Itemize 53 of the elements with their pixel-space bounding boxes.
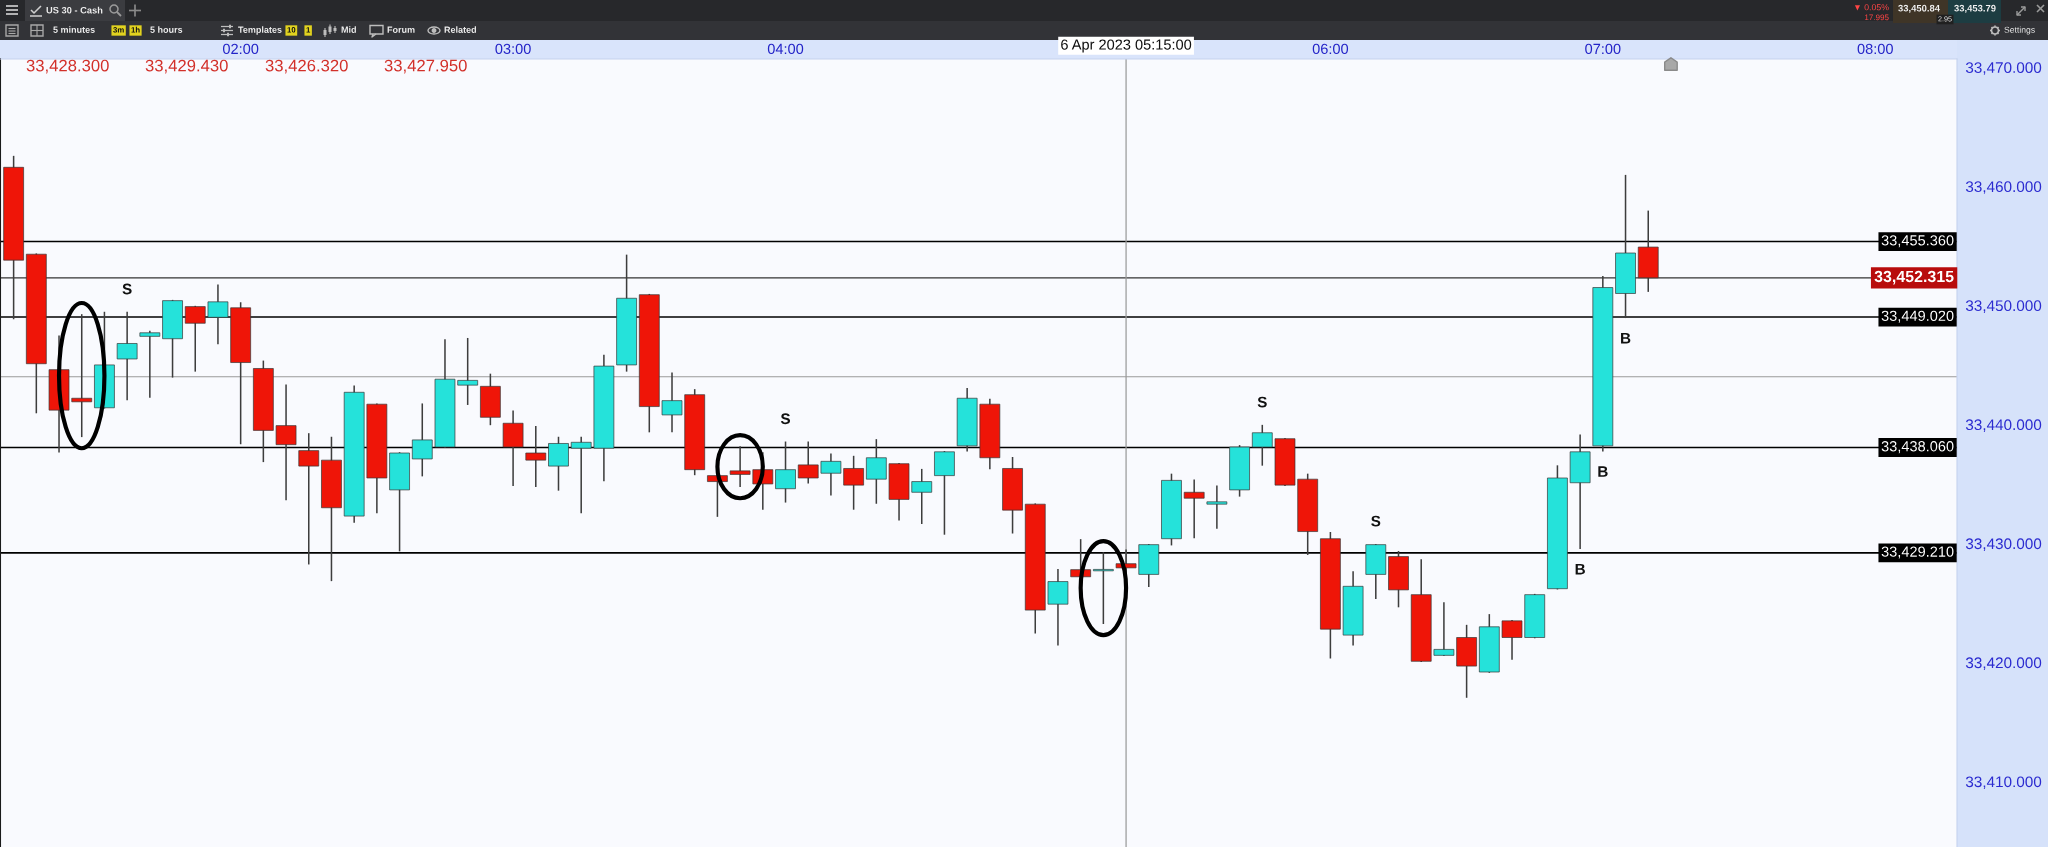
candlestick [139,330,161,398]
annotation: S [1371,515,1381,527]
y-tick-label: 33,410.000 [1965,776,2042,790]
ref-line-label: 33,449.020 [1881,310,1954,323]
candlestick [525,426,547,488]
text: ▼ 0.05% [1854,4,1889,11]
annotation: 33,428.300 [26,59,109,74]
y-tick-label: 33,430.000 [1965,538,2042,551]
annotation: 33,452.315 [1874,270,1954,285]
annotation: S [122,283,132,295]
x-tick-label: 06:00 [1312,43,1349,55]
text: Settings [2004,26,2035,35]
x-tick-label: 07:00 [1585,43,1621,55]
y-tick-label: 33,440.000 [1965,419,2042,432]
candlestick [1206,485,1228,529]
text: Mid [341,26,356,33]
annotation: B [1621,332,1631,344]
x-tick-label: 03:00 [495,43,531,55]
annotation: 33,429.430 [145,59,228,74]
ref-line-label: 33,455.360 [1881,235,1954,248]
text: 33,450.84 [1898,4,1940,13]
x-tick-label: 04:00 [767,43,804,55]
annotation: S [1257,396,1267,408]
text: 5 minutes [53,26,95,33]
chart-title: US 30 - Cash [46,6,103,14]
text: 5 hours [150,26,183,33]
text: 17.995 [1864,14,1889,21]
candlestick [116,311,138,401]
text: Forum [387,26,415,33]
ref-line-label: 33,429.210 [1881,546,1954,559]
ref-line-label: 33,438.060 [1881,441,1954,454]
ref-line-label: 6 Apr 2023 05:15:00 [1061,39,1192,53]
y-tick-label: 33,460.000 [1965,181,2042,194]
candlestick [1093,552,1114,624]
annotation: B [1598,466,1608,477]
y-tick-label: 33,420.000 [1965,657,2042,670]
candlestick [548,436,569,491]
annotation: 33,426.320 [265,59,348,74]
text: Templates [238,26,282,35]
annotation: 33,427.950 [384,59,467,74]
candlestick [1183,479,1205,539]
text: 33,453.79 [1954,4,1996,13]
candlestick [502,410,524,486]
annotation: S [780,413,791,425]
x-tick-label: 08:00 [1857,43,1893,55]
candlestick [934,451,955,535]
candlestick [775,441,796,503]
x-tick-label: 02:00 [222,43,259,55]
y-tick-label: 33,450.000 [1965,300,2042,313]
annotation: B [1575,563,1585,575]
candlestick [298,433,320,565]
text: Related [444,26,477,33]
y-tick-label: 33,470.000 [1965,62,2042,75]
